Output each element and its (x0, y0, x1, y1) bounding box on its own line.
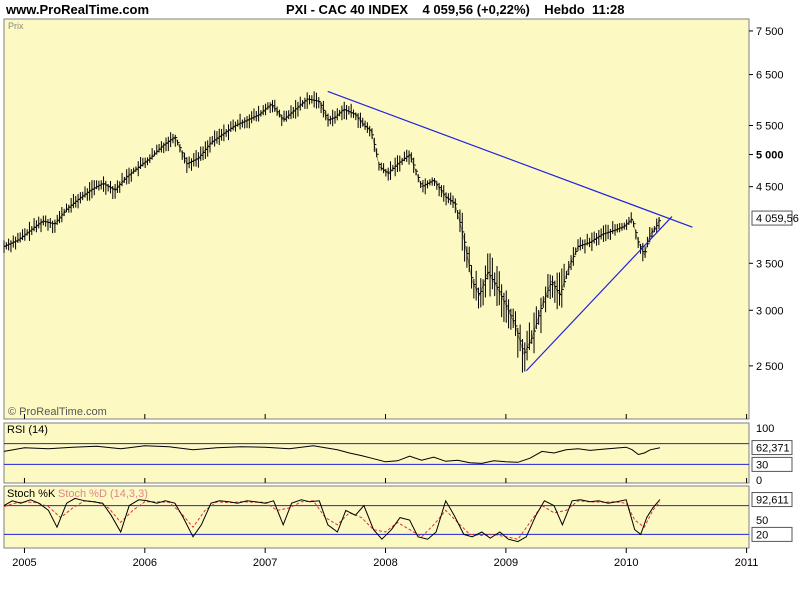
stoch-last-value-label-box (751, 492, 793, 508)
x-tick-label: 2007 (253, 557, 277, 569)
x-tick-label: 2011 (735, 557, 759, 569)
stoch-level-label-box (751, 526, 793, 542)
header-title: PXI - CAC 40 INDEX 4 059,56 (+0,22%) Heb… (286, 2, 625, 17)
rsi-last-value-label: 62,371 (756, 443, 790, 455)
rsi-last-value-label-box (751, 440, 793, 456)
rsi-layer (3, 445, 661, 464)
x-tick-label: 2010 (614, 557, 638, 569)
rsi-panel[interactable] (3, 422, 750, 484)
stoch-d-line[interactable] (3, 500, 661, 540)
stoch-ytick-label: 50 (756, 515, 768, 527)
rsi-line[interactable] (3, 445, 661, 464)
price-ytick-label: 3 500 (756, 258, 784, 270)
header-site[interactable]: www.ProRealTime.com (6, 2, 150, 17)
stoch-last-value-label: 92,611 (756, 495, 789, 507)
x-tick-label: 2009 (494, 557, 518, 569)
price-watermark: © ProRealTime.com (8, 406, 107, 418)
price-last-value-label: 4 059,56 (756, 213, 799, 225)
price-last-value-label-box (751, 210, 793, 226)
stoch-k-line[interactable] (3, 497, 661, 543)
x-tick-label: 2008 (373, 557, 397, 569)
rsi-ytick-label: 0 (756, 475, 762, 487)
grid-layer (4, 443, 749, 535)
stoch-layer (3, 497, 661, 543)
price-ytick-label: 7 500 (756, 26, 784, 38)
stoch-d-label: Stoch %D (14,3,3) (58, 488, 148, 500)
stoch-level-label: 20 (756, 529, 768, 541)
price-layer (3, 90, 693, 373)
axes-layer: 7 500 6 500 5 500 5 000 4 500 3 500 3 000 2 500… (12, 26, 799, 569)
stoch-k-label: Stoch %K (7, 488, 56, 500)
price-close-line[interactable] (3, 98, 661, 355)
price-panel[interactable] (3, 18, 750, 420)
rsi-level-label: 30 (756, 459, 768, 471)
x-tick-label: 2005 (12, 557, 36, 569)
rsi-level-label-box (751, 456, 793, 472)
price-ytick-label: 5 500 (756, 121, 784, 133)
price-ytick-label: 6 500 (756, 70, 784, 82)
rsi-ytick-label: 100 (756, 423, 774, 435)
price-panel-label: Prix (8, 21, 24, 31)
price-ytick-label: 5 000 (756, 150, 784, 162)
x-tick-label: 2006 (133, 557, 157, 569)
stoch-panel[interactable] (3, 485, 750, 549)
rsi-panel-label: RSI (14) (7, 424, 48, 436)
price-ytick-label: 4 500 (756, 182, 784, 194)
price-ytick-label: 3 000 (756, 305, 784, 317)
support-trendline[interactable] (525, 216, 673, 372)
price-ytick-label: 2 500 (756, 361, 784, 373)
resistance-trendline[interactable] (327, 90, 693, 228)
